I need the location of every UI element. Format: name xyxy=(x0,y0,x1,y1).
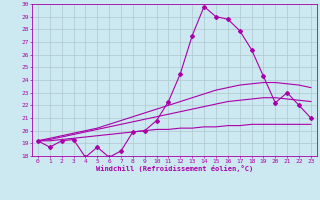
X-axis label: Windchill (Refroidissement éolien,°C): Windchill (Refroidissement éolien,°C) xyxy=(96,165,253,172)
